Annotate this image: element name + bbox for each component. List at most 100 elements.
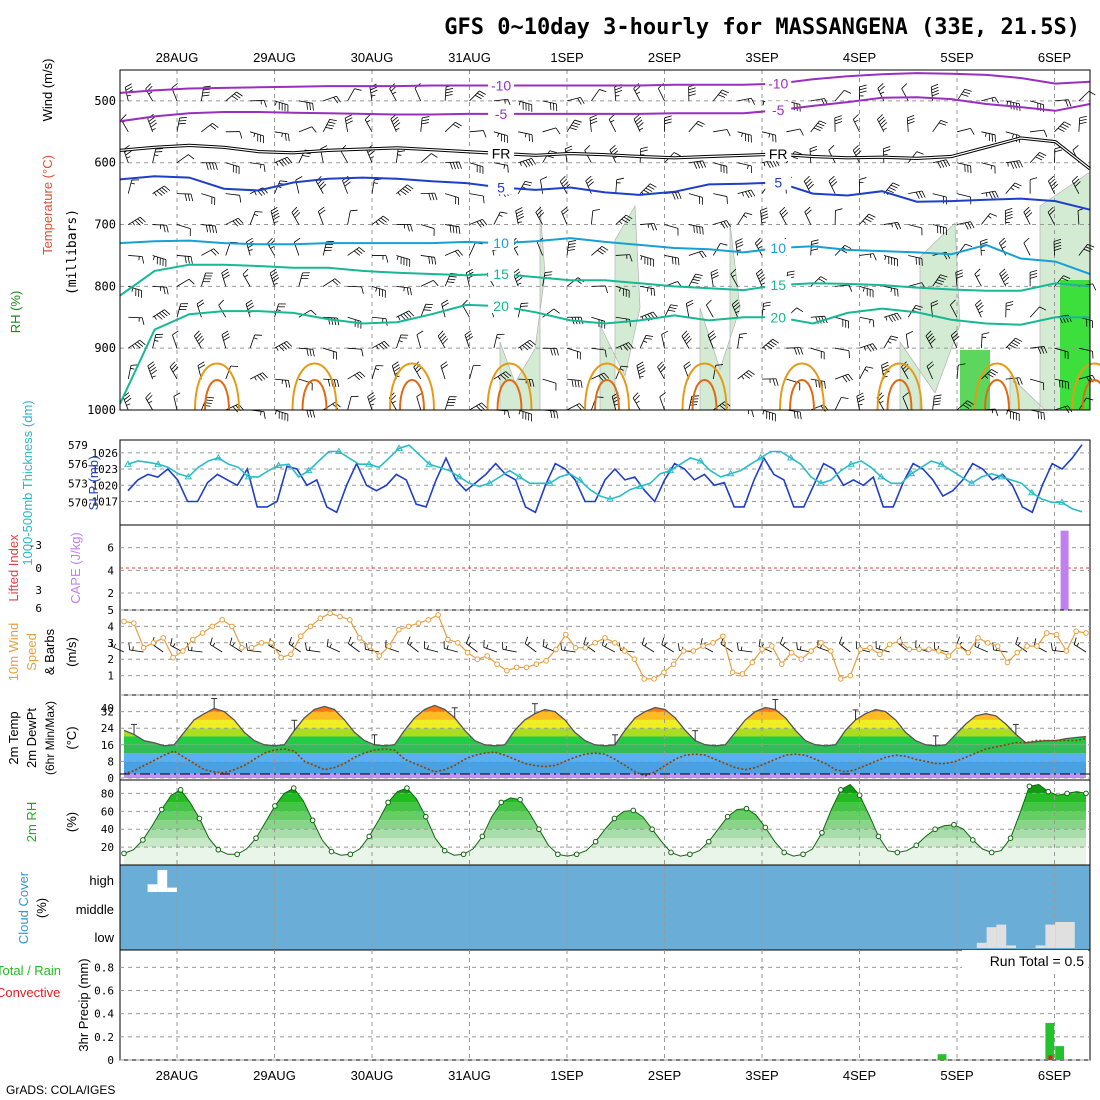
wind-barb-flag <box>1064 381 1067 389</box>
wind-barb-flag <box>263 164 266 172</box>
wind-barb <box>517 180 533 194</box>
wind-barb-staff <box>981 369 992 380</box>
wind-barb-flag <box>1053 238 1062 242</box>
wind10m-point <box>317 615 324 622</box>
wind-barb-flag <box>347 636 352 644</box>
wind-barb-flag <box>707 330 714 336</box>
wind-barb-flag <box>580 97 585 104</box>
wind-barb-staff <box>810 315 825 318</box>
wind-barb-flag <box>120 114 127 120</box>
wind-barb <box>371 365 384 380</box>
wind-barb <box>512 268 523 287</box>
wind-barb <box>614 84 623 101</box>
wind-barb-staff <box>347 210 351 225</box>
wind-barb-staff <box>980 334 983 349</box>
wind-barb-flag <box>664 115 672 119</box>
wind-barb <box>883 255 898 267</box>
wind-barb-flag <box>965 243 973 248</box>
wind-barb-flag <box>688 93 696 97</box>
wind-barb-staff <box>932 120 942 133</box>
wind-barb-flag <box>743 373 751 379</box>
precip-total-bar <box>937 1054 947 1060</box>
wind-barb-flag <box>171 364 177 370</box>
pressure-tick-label: 700 <box>94 218 116 232</box>
wind-barb-staff <box>1005 409 1020 415</box>
rh-band <box>124 802 1086 812</box>
rh2m-point <box>404 785 410 791</box>
temp-band <box>124 736 1086 745</box>
wind-barb-flag <box>407 184 414 190</box>
wind-barb-flag <box>718 94 726 98</box>
wind-barb-staff <box>730 273 738 287</box>
wind-barb-flag <box>796 307 804 313</box>
wind-barb-half <box>1001 246 1006 249</box>
wind-barb <box>737 131 752 143</box>
wind-barb-flag <box>674 257 677 265</box>
wind-barb <box>469 365 481 380</box>
wind-barb-flag <box>483 130 487 138</box>
wind-barb-flag <box>239 195 242 203</box>
temp-contour-warm <box>291 362 338 411</box>
wind-barb-staff <box>437 335 446 349</box>
wind-barb <box>364 114 373 133</box>
wind-barb-flag <box>720 222 726 229</box>
wind-barb-staff <box>591 89 600 102</box>
wind-barb <box>249 211 263 225</box>
wind-barb-flag <box>994 96 1000 104</box>
wind-barb-flag <box>179 119 187 122</box>
temp2m-tick-label: 32 <box>101 706 114 719</box>
wind-barb-flag <box>441 299 449 305</box>
wind-barb-flag <box>686 299 693 304</box>
wind-barb <box>420 116 430 132</box>
bottom-date-label: 30AUG <box>351 1068 394 1083</box>
wind-barb-flag <box>769 160 774 168</box>
wind-barb-flag <box>458 161 462 169</box>
rh2m-point <box>762 824 769 831</box>
wind-barb-flag <box>894 313 899 321</box>
wind-barb-flag <box>431 193 435 201</box>
top-date-label: 6SEP <box>1038 50 1071 65</box>
wind-barb-flag <box>759 276 766 283</box>
wind-barb-staff <box>176 303 182 318</box>
wind-barb-half <box>254 191 257 196</box>
wind-barb-half <box>126 403 131 406</box>
wind-barb-half <box>747 165 749 170</box>
wind10m-point <box>1034 643 1040 649</box>
rh2m-point <box>460 851 467 858</box>
wind-barb-flag <box>218 299 225 306</box>
thickness-marker <box>304 466 313 474</box>
wind-barb-flag <box>1087 244 1095 248</box>
wind-barb <box>469 402 488 412</box>
wind-barb-flag <box>198 338 205 345</box>
wind-barb-half <box>619 287 621 292</box>
wind-barb-flag <box>556 348 559 356</box>
wind-barb-flag <box>956 275 964 279</box>
wind-barb-staff <box>344 117 349 132</box>
wind-barb-staff <box>561 211 568 225</box>
wind-barb <box>445 161 462 170</box>
run-total-bg <box>962 950 1088 970</box>
wind-barb-flag <box>695 123 703 127</box>
wind-barb-flag <box>970 128 975 135</box>
wind-barb-half <box>741 375 745 380</box>
wind-barb-flag <box>245 643 248 651</box>
wind-barb-half <box>254 376 257 381</box>
wind-barb-flag <box>796 642 798 650</box>
rh2m-point <box>932 826 938 833</box>
rh-band <box>124 811 1086 821</box>
wind-barb-flag <box>787 273 795 276</box>
wind-barb <box>371 340 390 350</box>
wind-barb-flag <box>604 285 608 293</box>
wind10m-barb <box>465 636 478 653</box>
wind-barb-staff <box>127 365 132 380</box>
wind-barb-staff <box>420 304 427 318</box>
wind-barb-flag <box>688 90 696 94</box>
wind-barb-flag <box>916 151 924 155</box>
wind-barb-staff <box>859 285 874 291</box>
wind-barb-half <box>275 347 279 351</box>
wind-barb-flag <box>754 237 761 244</box>
wind-barb-staff <box>1054 121 1065 133</box>
wind-barb <box>706 299 714 318</box>
wind-barb-staff <box>269 272 275 287</box>
wind10m-barb <box>1073 637 1087 653</box>
